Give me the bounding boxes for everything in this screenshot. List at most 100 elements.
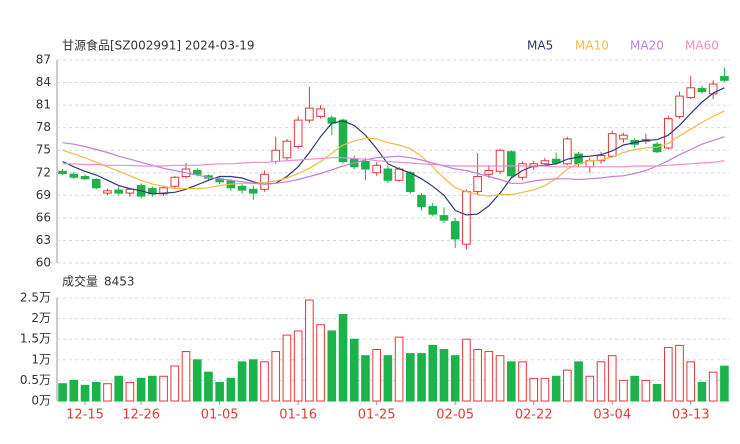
candle-body xyxy=(237,185,247,191)
volume-label: 成交量 xyxy=(62,274,98,289)
volume-bar xyxy=(383,355,393,402)
legend-entry: MA20 xyxy=(630,39,664,53)
volume-bar xyxy=(114,375,124,402)
candle-body xyxy=(103,190,112,194)
candle-body xyxy=(596,154,606,162)
candle-body xyxy=(686,87,696,99)
volume-bar xyxy=(226,377,236,402)
x-tick-label: 03-13 xyxy=(672,408,710,423)
y-tick-label: 1万 xyxy=(31,352,51,366)
candle-body xyxy=(563,138,572,165)
y-tick-label: 75 xyxy=(36,143,51,157)
volume-bar xyxy=(607,355,617,402)
candle-body xyxy=(697,88,707,93)
candle-body xyxy=(305,107,314,121)
candle-body xyxy=(69,173,79,178)
candle-body xyxy=(540,160,550,165)
volume-bar xyxy=(641,379,651,402)
chart-title: 甘源食品[SZ002991] 2024-03-19 xyxy=(62,38,255,53)
candle-body xyxy=(293,119,303,147)
volume-bar xyxy=(540,377,550,402)
volume-bar xyxy=(473,349,482,402)
volume-bar xyxy=(518,361,527,402)
candle-body xyxy=(114,189,124,194)
candle-body xyxy=(551,158,561,164)
volume-bar xyxy=(529,377,539,402)
candle-body xyxy=(663,118,673,149)
volume-bar xyxy=(697,381,707,402)
candle-body xyxy=(248,188,258,194)
volume-bar xyxy=(170,365,180,402)
volume-bar xyxy=(91,381,101,402)
volume-bar xyxy=(361,355,370,402)
candle-body xyxy=(91,179,101,189)
x-tick-label: 03-04 xyxy=(593,408,631,423)
y-tick-label: 69 xyxy=(36,188,51,202)
candle-body xyxy=(607,133,617,157)
volume-bar xyxy=(630,375,639,402)
volume-bar xyxy=(58,383,67,402)
volume-bar xyxy=(282,334,292,402)
volume-bar xyxy=(136,377,146,402)
volume-bar xyxy=(439,349,449,402)
volume-bar xyxy=(372,349,381,402)
legend-entry: MA10 xyxy=(575,39,609,53)
candle-body xyxy=(462,191,471,245)
x-tick-label: 01-25 xyxy=(358,408,396,423)
volume-bar xyxy=(406,353,415,402)
y-tick-label: 2万 xyxy=(31,311,51,325)
candle-body xyxy=(394,168,404,181)
volume-bar xyxy=(450,355,460,402)
volume-bar xyxy=(708,371,718,402)
x-tick-label: 01-05 xyxy=(201,408,239,423)
ma-line xyxy=(62,87,725,216)
candle-body xyxy=(484,170,494,175)
volume-bar xyxy=(69,379,79,402)
candle-body xyxy=(271,149,281,163)
volume-bar xyxy=(103,383,112,402)
volume-bar xyxy=(192,359,202,402)
volume-bar xyxy=(80,384,90,402)
volume-bar xyxy=(675,344,684,402)
y-tick-label: 87 xyxy=(36,53,51,67)
y-tick-label: 60 xyxy=(36,256,51,270)
candle-body xyxy=(80,176,90,180)
volume-bar xyxy=(260,361,269,402)
y-tick-label: 66 xyxy=(36,210,51,224)
volume-bar xyxy=(181,351,191,402)
x-tick-label: 02-22 xyxy=(515,408,553,423)
volume-bar xyxy=(495,355,505,402)
volume-bar xyxy=(248,359,258,402)
candle-body xyxy=(159,187,168,195)
volume-bar xyxy=(148,375,157,402)
ma-line xyxy=(62,157,725,168)
candle-body xyxy=(428,206,438,215)
candle-body xyxy=(372,164,381,174)
candle-body xyxy=(506,151,516,177)
candle-body xyxy=(192,170,202,175)
volume-bar xyxy=(585,375,595,402)
x-tick-label: 12-26 xyxy=(122,408,160,423)
candle-body xyxy=(675,95,684,117)
volume-bar xyxy=(327,330,337,402)
volume-bar xyxy=(484,351,494,402)
volume-bar xyxy=(271,351,281,402)
candle-body xyxy=(720,76,729,81)
volume-bar xyxy=(293,330,303,402)
candle-body xyxy=(316,108,325,117)
volume-bar xyxy=(596,361,606,402)
candle-body xyxy=(361,161,370,170)
y-tick-label: 2.5万 xyxy=(20,291,51,305)
legend-entry: MA60 xyxy=(685,39,719,53)
candle-body xyxy=(282,140,292,159)
volume-latest: 8453 xyxy=(104,275,135,289)
x-tick-label: 12-15 xyxy=(66,408,104,423)
y-tick-label: 0.5万 xyxy=(20,373,51,387)
candle-body xyxy=(417,194,426,208)
candle-body xyxy=(439,215,449,221)
ma-line xyxy=(62,110,725,197)
volume-bar xyxy=(663,346,673,402)
y-tick-label: 0万 xyxy=(31,394,51,408)
candle-body xyxy=(383,168,393,181)
